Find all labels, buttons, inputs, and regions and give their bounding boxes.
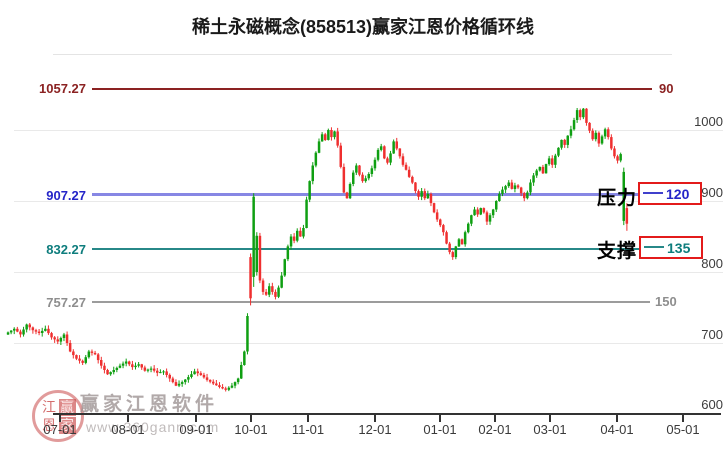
support-tag: 支撑: [597, 241, 638, 262]
gann-line-135-support: [92, 248, 639, 250]
x-axis-label: 12-01: [358, 422, 392, 437]
watermark-brand: 赢家江恩软件: [80, 394, 219, 415]
gridline: [14, 272, 723, 273]
resistance-value: 120: [666, 186, 690, 202]
x-axis-label: 03-01: [533, 422, 567, 437]
x-tick: [195, 414, 197, 422]
support-value: 135: [667, 240, 691, 256]
x-axis-label: 05-01: [666, 422, 700, 437]
gann-angle-label: 90: [659, 81, 674, 96]
x-tick: [59, 414, 61, 422]
x-axis-label: 10-01: [234, 422, 268, 437]
gann-line-150: [92, 301, 650, 303]
seal-char: 恩: [42, 416, 56, 433]
x-axis-label: 07-01: [43, 422, 77, 437]
resistance-value-box: 120: [638, 182, 702, 205]
seal-char: 赢: [58, 398, 76, 416]
seal-char: 江: [42, 398, 56, 415]
y-axis-label: 900: [701, 185, 723, 200]
x-tick: [127, 414, 129, 422]
x-axis-label: 04-01: [600, 422, 634, 437]
x-tick: [549, 414, 551, 422]
y-axis-label: 1000: [694, 114, 723, 129]
y-axis-label: 700: [701, 327, 723, 342]
x-axis-label: 08-01: [111, 422, 145, 437]
page-title: 稀土永磁概念(858513)赢家江恩价格循环线: [191, 17, 535, 37]
x-axis-label: 02-01: [478, 422, 512, 437]
gann-price-label: 757.27: [46, 295, 86, 310]
x-axis-label: 11-01: [291, 422, 325, 437]
brand-seal-logo: 江 赢 恩 家: [32, 390, 84, 442]
gann-price-label: 907.27: [46, 188, 86, 203]
resistance-tag: 压力: [597, 188, 638, 209]
gann-price-label: 832.27: [46, 242, 86, 257]
blue-line-sample: [643, 192, 663, 194]
x-tick: [307, 414, 309, 422]
gridline: [14, 130, 723, 131]
x-tick: [250, 414, 252, 422]
teal-line-sample: [644, 246, 664, 248]
y-axis-label: 800: [701, 256, 723, 271]
gann-angle-label: 150: [655, 294, 677, 309]
seal-char: 家: [58, 416, 76, 434]
gann-price-label: 1057.27: [39, 81, 86, 96]
x-tick: [616, 414, 618, 422]
watermark-url: www.360gann.com: [86, 419, 220, 435]
gann-line-90: [92, 88, 652, 90]
gridline: [14, 201, 723, 202]
support-value-box: 135: [639, 236, 703, 259]
gridline: [14, 343, 723, 344]
x-tick: [682, 414, 684, 422]
x-axis-label: 01-01: [423, 422, 457, 437]
gann-line-120-resistance: [92, 193, 638, 196]
x-tick: [439, 414, 441, 422]
title-separator: [53, 54, 672, 55]
x-axis-label: 09-01: [179, 422, 213, 437]
x-tick: [374, 414, 376, 422]
x-tick: [494, 414, 496, 422]
y-axis-label: 600: [701, 397, 723, 412]
x-axis: [53, 413, 721, 415]
